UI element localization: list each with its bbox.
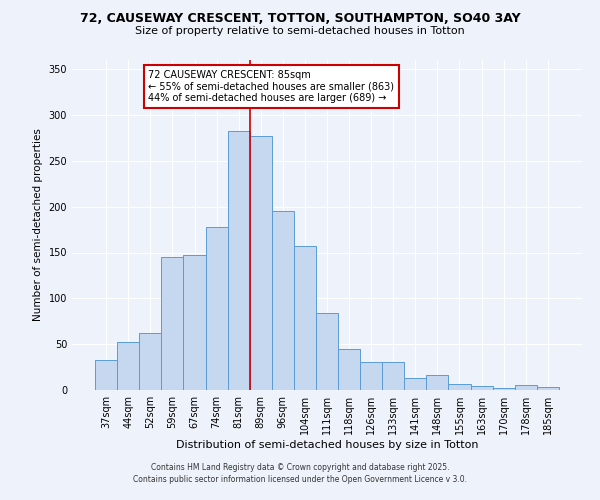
Bar (316, 313, 338, 390)
Bar (404, 378, 427, 390)
X-axis label: Distribution of semi-detached houses by size in Totton: Distribution of semi-detached houses by … (176, 440, 478, 450)
Bar (537, 387, 559, 390)
Text: Size of property relative to semi-detached houses in Totton: Size of property relative to semi-detach… (135, 26, 465, 36)
Bar (338, 349, 360, 390)
Bar (515, 386, 537, 390)
Bar (294, 246, 316, 390)
Bar (250, 136, 272, 390)
Text: 72 CAUSEWAY CRESCENT: 85sqm
← 55% of semi-detached houses are smaller (863)
44% : 72 CAUSEWAY CRESCENT: 85sqm ← 55% of sem… (149, 70, 395, 103)
Bar (117, 342, 139, 390)
Bar (272, 211, 294, 390)
Bar (95, 360, 117, 390)
Text: 72, CAUSEWAY CRESCENT, TOTTON, SOUTHAMPTON, SO40 3AY: 72, CAUSEWAY CRESCENT, TOTTON, SOUTHAMPT… (80, 12, 520, 26)
Text: Contains public sector information licensed under the Open Government Licence v : Contains public sector information licen… (133, 475, 467, 484)
Bar (139, 333, 161, 390)
Bar (184, 255, 206, 390)
Bar (493, 388, 515, 390)
Bar (427, 376, 448, 390)
Bar (382, 362, 404, 390)
Bar (470, 386, 493, 390)
Bar (360, 362, 382, 390)
Bar (448, 384, 470, 390)
Bar (206, 227, 227, 390)
Text: Contains HM Land Registry data © Crown copyright and database right 2025.: Contains HM Land Registry data © Crown c… (151, 464, 449, 472)
Bar (227, 130, 250, 390)
Y-axis label: Number of semi-detached properties: Number of semi-detached properties (33, 128, 43, 322)
Bar (161, 257, 184, 390)
